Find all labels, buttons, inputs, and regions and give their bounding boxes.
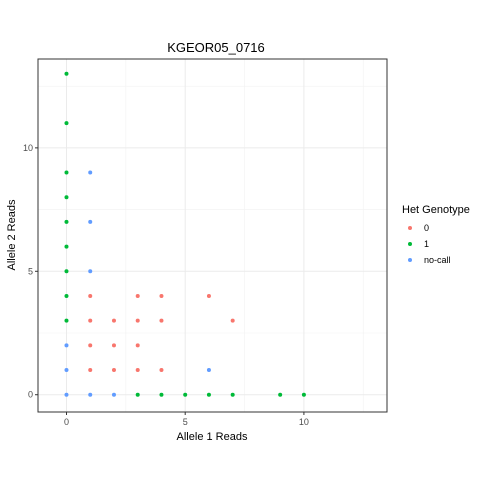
data-point-no-call: [111, 392, 116, 397]
grid-lines: [38, 59, 387, 412]
data-point-no-call: [64, 368, 69, 373]
plot-panel-border: [37, 58, 388, 413]
legend-title: Het Genotype: [402, 204, 470, 216]
data-point-1: [135, 392, 140, 397]
chart-title: KGEOR05_0716: [167, 40, 265, 55]
data-point-no-call: [64, 343, 69, 348]
data-point-0: [111, 368, 116, 373]
data-point-0: [111, 343, 116, 348]
legend-label-1: 1: [424, 239, 429, 249]
data-point-0: [230, 318, 235, 323]
data-point-no-call: [88, 392, 93, 397]
y-tick-label: 5: [28, 266, 33, 276]
x-tick-label: 10: [299, 417, 309, 427]
legend-key-no-call: [408, 258, 412, 262]
data-point-no-call: [88, 170, 93, 175]
y-axis-title: Allele 2 Reads: [6, 199, 18, 270]
legend-key-0: [408, 226, 412, 230]
data-point-1: [64, 71, 69, 76]
legend: Het Genotype 0 1 no-call: [402, 204, 470, 265]
legend-label-0: 0: [424, 223, 429, 233]
data-point-0: [111, 318, 116, 323]
data-point-1: [230, 392, 235, 397]
data-point-0: [88, 368, 93, 373]
legend-items: 0 1 no-call: [408, 223, 451, 265]
x-tick-label: 5: [183, 417, 188, 427]
data-point-1: [64, 170, 69, 175]
data-points: [64, 71, 306, 397]
data-point-0: [88, 293, 93, 298]
data-point-1: [159, 392, 164, 397]
data-point-1: [64, 244, 69, 249]
data-point-1: [64, 195, 69, 200]
legend-key-1: [408, 242, 412, 246]
x-tick-label: 0: [64, 417, 69, 427]
data-point-0: [135, 293, 140, 298]
data-point-0: [159, 318, 164, 323]
data-point-no-call: [206, 368, 211, 373]
legend-label-no-call: no-call: [424, 255, 451, 265]
data-point-1: [64, 293, 69, 298]
data-point-0: [88, 343, 93, 348]
data-point-0: [135, 368, 140, 373]
data-point-1: [278, 392, 283, 397]
y-tick-label: 10: [23, 143, 33, 153]
data-point-1: [301, 392, 306, 397]
data-point-1: [64, 318, 69, 323]
data-point-1: [64, 121, 69, 126]
data-point-0: [88, 318, 93, 323]
data-point-0: [135, 343, 140, 348]
data-point-0: [135, 318, 140, 323]
data-point-1: [64, 269, 69, 274]
data-point-1: [64, 219, 69, 224]
data-point-1: [183, 392, 188, 397]
x-axis-title: Allele 1 Reads: [177, 431, 248, 443]
data-point-no-call: [88, 269, 93, 274]
data-point-0: [159, 293, 164, 298]
data-point-0: [159, 368, 164, 373]
data-point-1: [206, 392, 211, 397]
data-point-no-call: [64, 392, 69, 397]
data-point-0: [206, 293, 211, 298]
y-tick-label: 0: [28, 390, 33, 400]
data-point-no-call: [88, 219, 93, 224]
